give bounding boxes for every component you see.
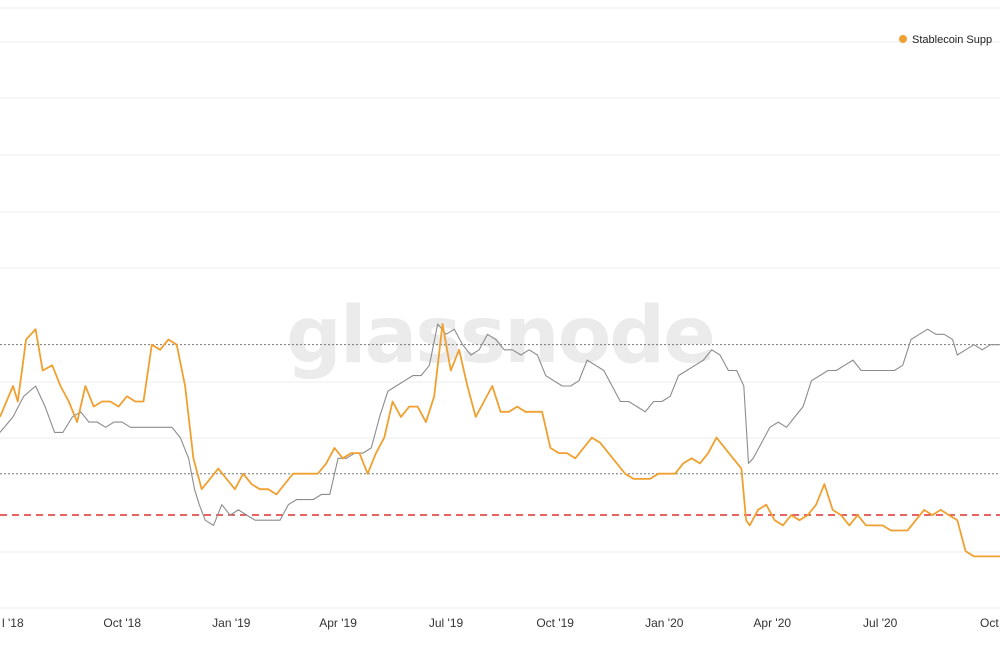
series-line-secondary: [0, 323, 1000, 526]
series-line-stablecoin-supply: [0, 323, 1000, 558]
series-lines: [0, 323, 1000, 558]
x-tick-label-2: Jan '19: [212, 616, 251, 630]
legend[interactable]: Stablecoin Supp: [899, 34, 992, 46]
x-tick-label-3: Apr '19: [319, 616, 357, 630]
x-tick-label-6: Jan '20: [645, 616, 684, 630]
x-tick-label-8: Jul '20: [863, 616, 898, 630]
x-tick-label-4: Jul '19: [429, 616, 464, 630]
x-tick-label-9: Oct: [980, 616, 999, 630]
x-axis: l '18 Oct '18 Jan '19 Apr '19 Jul '19 Oct '19…: [2, 616, 999, 630]
x-tick-label-1: Oct '18: [103, 616, 141, 630]
x-tick-label-5: Oct '19: [536, 616, 574, 630]
x-tick-label-7: Apr '20: [753, 616, 791, 630]
legend-label-stablecoin: Stablecoin Supp: [912, 34, 992, 46]
grid-lines: [0, 7, 1000, 609]
legend-swatch-stablecoin: [899, 35, 907, 43]
watermark: glassnode: [286, 291, 714, 381]
x-tick-label-0: l '18: [2, 616, 24, 630]
